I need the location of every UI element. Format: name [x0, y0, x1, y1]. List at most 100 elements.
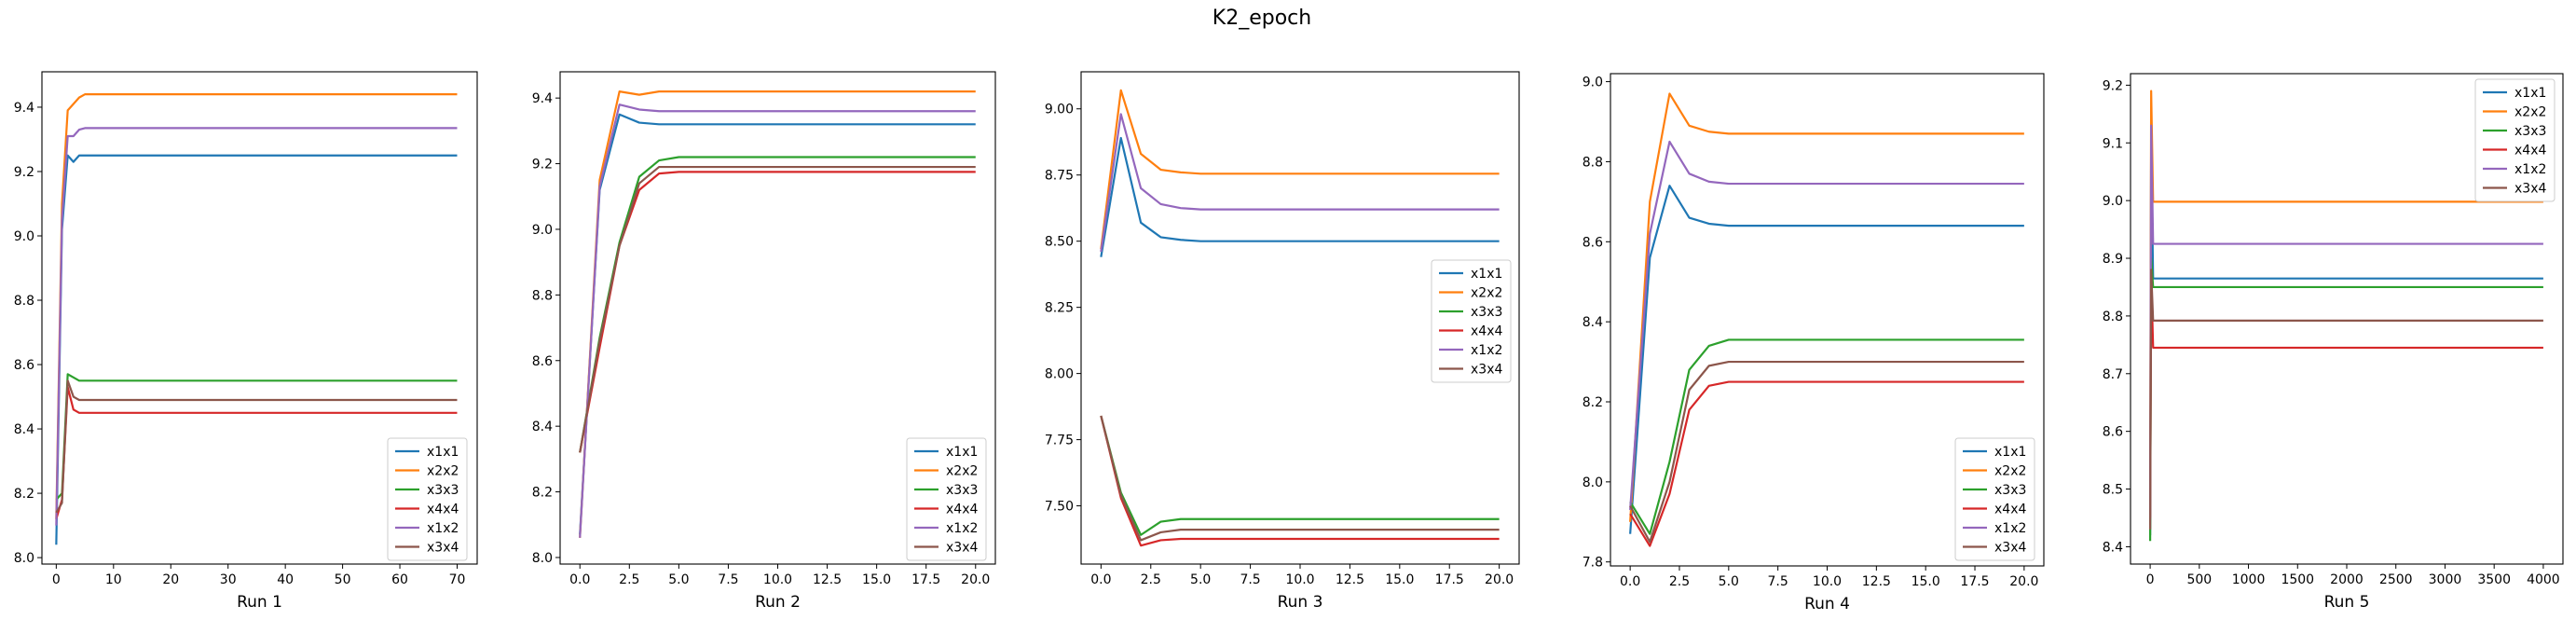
chart-panel-3: 0.0 2.5 5.0 7.5 10.0 12.5 15.0 17.5 20.0 7.50 7.75…: [1045, 71, 1520, 612]
series-lines: [55, 93, 458, 545]
x-tick-label: 2.5: [1141, 572, 1161, 587]
legend-label-x1x2: x1x2: [1994, 521, 2026, 536]
legend-label-x1x1: x1x1: [946, 445, 978, 460]
legend-label-x2x2: x2x2: [2514, 105, 2546, 120]
y-tick-label: 9.0: [1583, 76, 1603, 90]
legend-label-x4x4: x4x4: [2514, 144, 2546, 158]
legend-label-x3x3: x3x3: [1471, 305, 1502, 320]
series-line-x2x2: [55, 93, 458, 519]
x-tick-label: 2000: [2330, 572, 2364, 587]
legend-label-x4x4: x4x4: [1994, 503, 2026, 517]
x-tick-label: 12.5: [1336, 572, 1364, 587]
x-tick-label: 0.0: [1620, 574, 1640, 589]
x-tick-label: 17.5: [911, 572, 940, 587]
series-line-x1x2: [1629, 140, 2024, 510]
y-tick-label: 7.50: [1045, 500, 1074, 515]
series-line-x3x3: [1100, 415, 1500, 536]
legend-label-x3x3: x3x3: [2514, 124, 2546, 139]
series-line-x3x4: [1100, 415, 1500, 542]
series-line-x4x4: [1100, 415, 1500, 547]
x-tick-label: 7.5: [1240, 572, 1260, 587]
y-tick-label: 8.7: [2103, 367, 2123, 382]
x-tick-label: 15.0: [862, 572, 891, 587]
chart-panel-4: 0.0 2.5 5.0 7.5 10.0 12.5 15.0 17.5 20.0 7.8 8.0 8.…: [1583, 73, 2045, 613]
y-tick-label: 8.9: [2103, 252, 2123, 267]
x-tick-label: 20.0: [1485, 572, 1514, 587]
legend-label-x4x4: x4x4: [946, 503, 978, 517]
legend-label-x2x2: x2x2: [1471, 286, 1502, 301]
x-axis-label: Run 3: [1278, 593, 1323, 612]
y-tick-label: 9.1: [2103, 136, 2123, 151]
y-tick-label: 8.75: [1045, 169, 1074, 184]
y-tick-label: 9.0: [2103, 194, 2123, 209]
chart-panel-5: 0 500 1000 1500 2000 2500 3000 3500 4000 8.4 8.5 8.…: [2103, 73, 2564, 612]
y-tick-label: 9.2: [14, 165, 34, 180]
series-line-x1x2: [55, 127, 458, 526]
x-tick-label: 50: [335, 572, 351, 587]
legend-box: [1954, 437, 2035, 561]
legend-box: [2474, 78, 2555, 202]
y-tick-label: 8.2: [14, 487, 34, 502]
x-tick-label: 20.0: [961, 572, 990, 587]
y-tick-label: 9.4: [532, 91, 553, 106]
x-tick-label: 0.0: [569, 572, 590, 587]
x-axis-label: Run 1: [237, 593, 282, 612]
x-tick-label: 2.5: [619, 572, 639, 587]
legend-label-x1x2: x1x2: [946, 521, 978, 536]
y-tick-label: 9.0: [532, 223, 553, 238]
series-line-x3x4: [579, 165, 976, 453]
legend-label-x4x4: x4x4: [427, 503, 459, 517]
y-tick-label: 7.75: [1045, 434, 1074, 448]
y-tick-label: 8.0: [532, 551, 553, 566]
y-tick-label: 8.25: [1045, 301, 1074, 316]
chart-panel-2: 0.0 2.5 5.0 7.5 10.0 12.5 15.0 17.5 20.0 8.0 8.2 8.…: [532, 71, 996, 612]
y-tick-label: 8.00: [1045, 367, 1074, 382]
legend-label-x1x2: x1x2: [2514, 162, 2546, 177]
legend-box: [1431, 259, 1512, 383]
series-lines: [1629, 92, 2024, 547]
legend-box: [387, 437, 468, 561]
series-line-x3x4: [2148, 269, 2543, 530]
series-line-x1x1: [1629, 185, 2024, 534]
y-tick-label: 8.0: [1583, 475, 1603, 490]
series-line-x4x4: [1629, 380, 2024, 547]
y-tick-label: 8.50: [1045, 235, 1074, 250]
y-tick-label: 8.4: [2103, 540, 2123, 555]
legend-box: [906, 437, 987, 561]
x-tick-label: 7.5: [718, 572, 738, 587]
legend-label-x1x1: x1x1: [427, 445, 459, 460]
legend-label-x3x4: x3x4: [1994, 541, 2026, 556]
y-tick-label: 8.2: [532, 486, 553, 501]
series-line-x4x4: [2148, 274, 2543, 518]
x-tick-label: 0: [52, 572, 61, 587]
y-tick-label: 9.2: [2103, 78, 2123, 93]
series-line-x1x2: [579, 103, 976, 538]
x-tick-label: 0.0: [1090, 572, 1111, 587]
series-lines: [2148, 90, 2543, 542]
legend-label-x1x1: x1x1: [1471, 267, 1502, 282]
x-tick-label: 1000: [2232, 572, 2266, 587]
x-tick-label: 12.5: [1862, 574, 1891, 589]
series-line-x3x4: [1629, 360, 2024, 544]
x-tick-label: 10: [105, 572, 122, 587]
series-line-x3x3: [1629, 338, 2024, 535]
legend-label-x3x4: x3x4: [2514, 182, 2546, 197]
x-tick-label: 10.0: [1813, 574, 1842, 589]
legend-label-x1x1: x1x1: [2514, 86, 2546, 101]
series-line-x1x1: [579, 113, 976, 535]
x-tick-label: 17.5: [1435, 572, 1464, 587]
x-tick-label: 70: [449, 572, 466, 587]
series-line-x2x2: [579, 90, 976, 538]
x-tick-label: 30: [220, 572, 237, 587]
series-line-x2x2: [1100, 89, 1500, 250]
x-tick-label: 5.0: [1719, 574, 1739, 589]
y-tick-label: 9.2: [532, 158, 553, 172]
legend: x1x1 x2x2 x3x3 x4x4 x1x2 x3x4: [1431, 259, 1512, 383]
x-tick-label: 4000: [2527, 572, 2560, 587]
legend-label-x3x3: x3x3: [1994, 483, 2026, 498]
y-tick-label: 8.6: [2103, 425, 2123, 440]
x-tick-label: 10.0: [763, 572, 792, 587]
legend-label-x2x2: x2x2: [1994, 464, 2026, 479]
y-tick-label: 9.4: [14, 101, 34, 116]
